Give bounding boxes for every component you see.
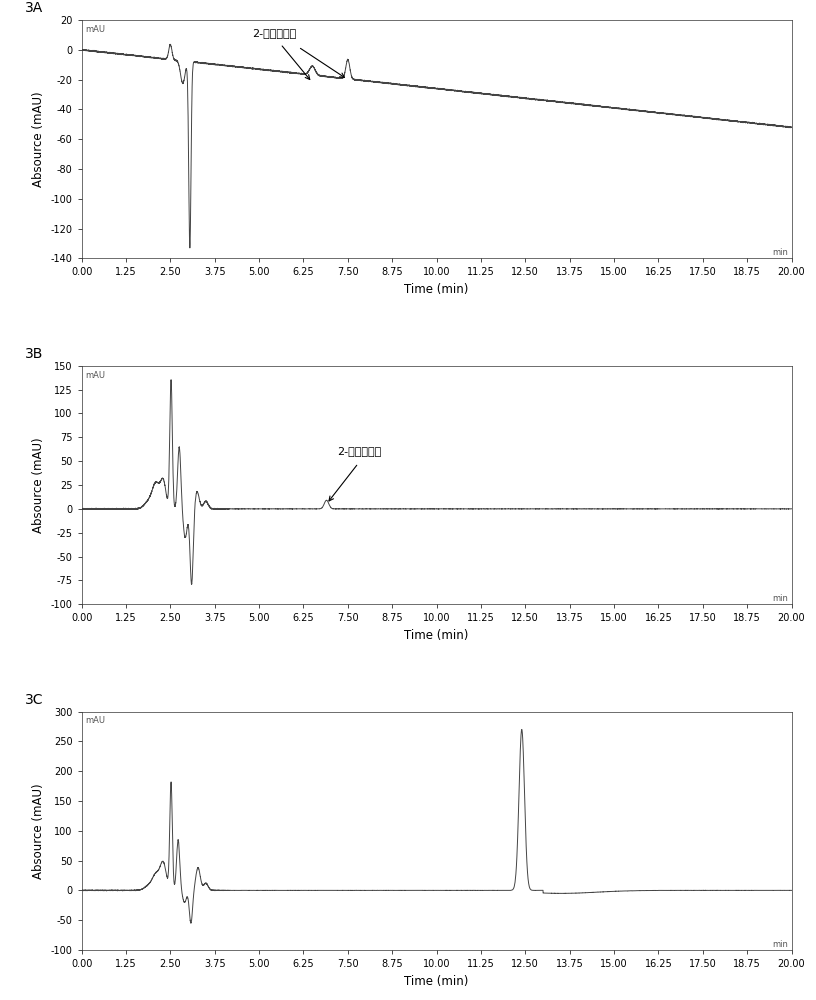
Text: min: min: [772, 940, 788, 949]
Text: mAU: mAU: [85, 716, 105, 725]
Text: mAU: mAU: [85, 371, 105, 380]
Text: 2-甲基柠檬酸: 2-甲基柠檬酸: [337, 446, 381, 456]
Y-axis label: Absource (mAU): Absource (mAU): [32, 783, 45, 879]
Text: min: min: [772, 248, 788, 257]
X-axis label: Time (min): Time (min): [405, 629, 468, 642]
Text: 2-甲基柠檬酸: 2-甲基柠檬酸: [252, 28, 296, 38]
Text: 3B: 3B: [24, 347, 43, 361]
Y-axis label: Absource (mAU): Absource (mAU): [32, 91, 45, 187]
Text: mAU: mAU: [85, 25, 105, 34]
X-axis label: Time (min): Time (min): [405, 283, 468, 296]
Text: 3C: 3C: [24, 693, 43, 707]
X-axis label: Time (min): Time (min): [405, 975, 468, 988]
Text: 3A: 3A: [24, 1, 43, 15]
Y-axis label: Absource (mAU): Absource (mAU): [32, 437, 45, 533]
Text: min: min: [772, 594, 788, 603]
